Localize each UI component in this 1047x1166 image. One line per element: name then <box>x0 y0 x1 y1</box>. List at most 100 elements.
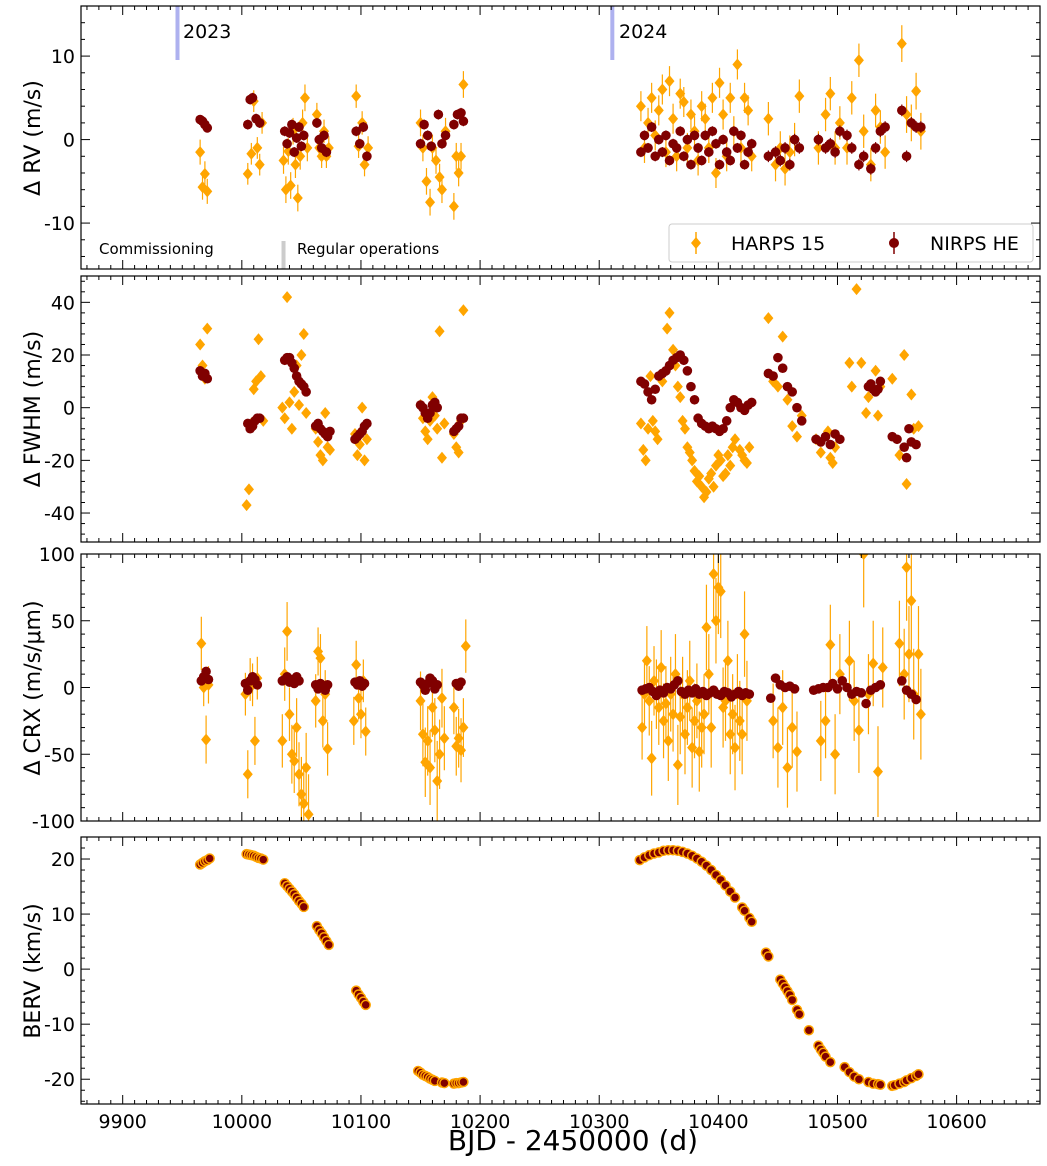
berv-nirps-point <box>323 939 335 951</box>
fwhm-nirps-point <box>904 423 914 434</box>
crx-nirps-point <box>242 685 253 695</box>
fwhm-harps-point <box>436 451 447 464</box>
fwhm-nirps-point <box>679 355 689 366</box>
rv-nirps-point <box>825 138 836 149</box>
rv-nirps-point <box>739 159 750 170</box>
fwhm-harps-point <box>722 449 733 462</box>
fwhm-nirps-point <box>777 363 788 373</box>
crx-harps-point <box>284 708 295 721</box>
fwhm-harps-point <box>763 312 774 325</box>
rv-harps-point <box>195 146 206 159</box>
fwhm-harps-point <box>422 433 433 446</box>
rv-harps-point <box>710 166 721 179</box>
rv-harps-point <box>458 78 469 91</box>
fwhm-nirps-point <box>787 387 798 397</box>
rv-harps-point <box>278 154 289 167</box>
regular-operations-label: Regular operations <box>297 240 439 258</box>
crx-harps-point <box>355 708 366 721</box>
crx-harps-point <box>791 745 802 758</box>
fwhm-nirps-point <box>773 352 783 363</box>
crx-harps-point <box>291 721 302 734</box>
rv-harps-point <box>696 100 707 113</box>
crx-harps-point <box>301 761 312 774</box>
fwhm-harps-point <box>706 467 717 480</box>
rv-nirps-point <box>682 134 693 145</box>
crx-harps-point <box>303 808 314 821</box>
rv-harps-point <box>254 158 265 171</box>
panel-bg-berv <box>81 837 1040 1104</box>
rv-nirps-point <box>854 159 864 170</box>
panel-bg-fwhm <box>81 276 1040 542</box>
y-tick-label-rv: 10 <box>51 46 75 68</box>
panel-frame-fwhm <box>80 275 1041 543</box>
berv-nirps-point <box>803 1024 815 1036</box>
fwhm-harps-point <box>872 409 883 422</box>
fwhm-harps-point <box>899 349 910 362</box>
rv-harps-point <box>421 175 432 188</box>
rv-nirps-point <box>312 118 322 128</box>
y-axis-label-crx: Δ CRX (m/s/μm) <box>21 600 46 775</box>
crx-harps-point <box>310 694 321 707</box>
y-tick-label-rv: -10 <box>44 213 75 235</box>
rv-nirps-point <box>789 134 800 145</box>
fwhm-harps-point <box>195 338 206 351</box>
fwhm-harps-point <box>675 391 686 404</box>
rv-harps-point <box>285 179 296 192</box>
rv-harps-point <box>242 167 253 180</box>
berv-nirps-point <box>746 916 757 928</box>
fwhm-harps-point <box>844 356 855 369</box>
crx-nirps-point <box>203 674 214 685</box>
berv-nirps-point <box>360 999 371 1011</box>
fwhm-nirps-point <box>746 397 757 408</box>
legend-harps-marker <box>691 237 701 249</box>
crx-nirps-point <box>911 694 921 705</box>
rv-nirps-point <box>693 143 703 153</box>
fwhm-harps-point <box>434 325 445 338</box>
fwhm-harps-point <box>243 483 254 496</box>
fwhm-nirps-point <box>639 379 650 389</box>
rv-harps-point <box>456 150 467 163</box>
y-tick-label-crx: 50 <box>51 611 75 633</box>
rv-nirps-point <box>858 151 869 162</box>
fwhm-harps-point <box>687 454 698 467</box>
rv-nirps-point <box>725 155 736 166</box>
rv-nirps-point <box>916 122 926 132</box>
legend: HARPS 15 NIRPS HE <box>668 223 1034 263</box>
fwhm-nirps-point <box>689 394 700 405</box>
fwhm-harps-point <box>359 454 370 467</box>
fwhm-harps-point <box>294 399 305 412</box>
fwhm-nirps-point <box>289 363 300 373</box>
rv-harps-point <box>813 141 824 154</box>
rv-harps-point <box>846 91 857 104</box>
crx-harps-point <box>787 721 798 734</box>
fwhm-harps-point <box>277 401 288 414</box>
crx-harps-point <box>672 758 683 771</box>
crx-harps-point <box>249 734 260 747</box>
rv-nirps-point <box>711 138 721 149</box>
crx-harps-point <box>820 714 831 727</box>
fwhm-harps-point <box>787 420 798 433</box>
fwhm-harps-point <box>827 456 838 469</box>
fwhm-harps-point <box>439 417 450 430</box>
y-tick-label-fwhm: -20 <box>44 450 75 472</box>
rv-nirps-point <box>794 143 805 153</box>
rv-nirps-point <box>440 130 451 141</box>
crx-harps-point <box>815 734 826 747</box>
fwhm-nirps-point <box>425 408 435 418</box>
rv-nirps-point <box>319 130 329 141</box>
rv-nirps-point <box>721 147 732 157</box>
crx-harps-point <box>868 657 879 670</box>
y-tick-label-berv: -20 <box>44 1069 75 1091</box>
crx-nirps-point <box>432 680 443 690</box>
crx-nirps-point <box>294 676 304 686</box>
rv-nirps-point <box>415 138 426 149</box>
rv-nirps-point <box>284 128 295 138</box>
crx-harps-point <box>737 728 748 741</box>
rv-nirps-point <box>675 126 686 137</box>
fwhm-nirps-point <box>646 394 657 405</box>
fwhm-harps-point <box>887 372 898 385</box>
fwhm-nirps-point <box>796 416 807 426</box>
fwhm-harps-point <box>301 406 312 419</box>
panel-data-berv <box>194 844 924 1092</box>
